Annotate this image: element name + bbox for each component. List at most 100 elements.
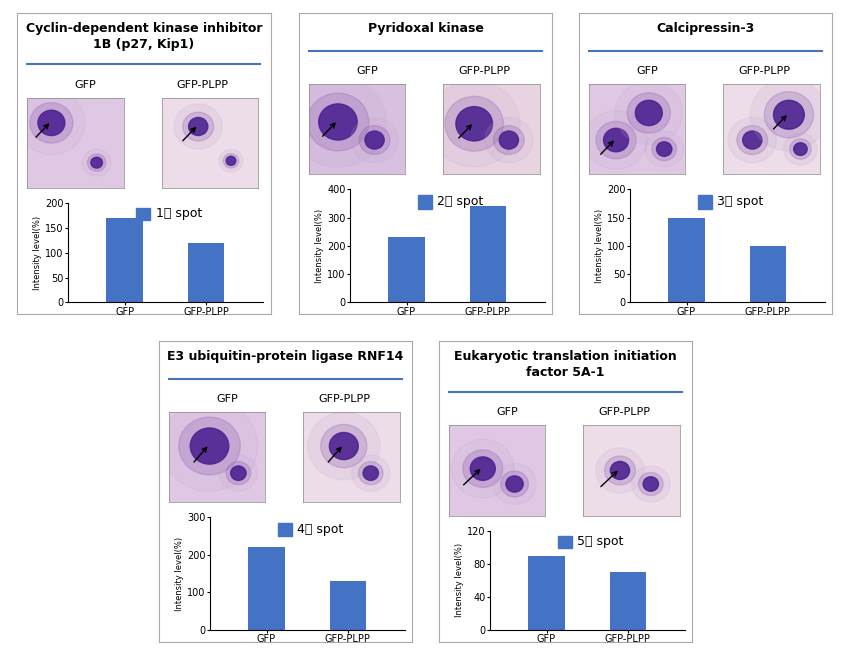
Text: GFP: GFP [216, 394, 238, 404]
Circle shape [174, 104, 222, 149]
Circle shape [484, 117, 533, 163]
Circle shape [493, 126, 524, 154]
Bar [107, 218, 143, 303]
Y-axis label: Intensity level(%): Intensity level(%) [175, 537, 184, 610]
Circle shape [231, 466, 246, 481]
Circle shape [226, 461, 251, 485]
Text: 4번 spot: 4번 spot [297, 523, 344, 536]
Circle shape [289, 77, 386, 167]
Bar [698, 195, 711, 209]
Circle shape [350, 117, 399, 163]
Bar [418, 195, 431, 209]
Bar [188, 243, 224, 303]
Text: 5번 spot: 5번 spot [577, 535, 624, 548]
Text: 3번 spot: 3번 spot [717, 195, 764, 209]
Circle shape [219, 455, 258, 491]
Bar [750, 246, 786, 303]
Bar [248, 547, 285, 630]
Circle shape [308, 93, 369, 151]
Y-axis label: Intensity level(%): Intensity level(%) [455, 544, 464, 618]
Circle shape [605, 456, 636, 485]
Text: Calcipressin-3: Calcipressin-3 [656, 23, 755, 35]
Circle shape [627, 93, 670, 133]
Circle shape [329, 432, 358, 459]
Circle shape [38, 111, 65, 136]
Bar [137, 208, 149, 220]
Text: E3 ubiquitin-protein ligase RNF14: E3 ubiquitin-protein ligase RNF14 [168, 350, 404, 363]
Text: Pyridoxal kinase: Pyridoxal kinase [368, 23, 484, 35]
Circle shape [743, 131, 762, 149]
Circle shape [615, 81, 683, 144]
Text: 1번 spot: 1번 spot [155, 207, 202, 220]
Circle shape [596, 121, 637, 159]
Text: GFP-PLPP: GFP-PLPP [458, 66, 510, 76]
Circle shape [645, 131, 684, 167]
Circle shape [611, 461, 630, 479]
Circle shape [765, 91, 813, 138]
Circle shape [223, 154, 239, 168]
Circle shape [179, 417, 241, 475]
Circle shape [728, 117, 777, 163]
Circle shape [789, 139, 811, 159]
Bar [330, 581, 366, 630]
Circle shape [365, 131, 384, 149]
Bar [388, 238, 425, 303]
Circle shape [190, 428, 228, 464]
Circle shape [643, 477, 659, 491]
Circle shape [604, 128, 629, 152]
Circle shape [783, 133, 817, 165]
Circle shape [189, 117, 208, 136]
Circle shape [30, 103, 73, 143]
Circle shape [18, 91, 85, 154]
Circle shape [319, 104, 357, 140]
Bar [528, 555, 565, 630]
Text: GFP-PLPP: GFP-PLPP [738, 66, 790, 76]
Circle shape [219, 150, 243, 172]
Circle shape [183, 112, 214, 141]
Circle shape [456, 107, 492, 141]
Circle shape [773, 100, 804, 129]
Y-axis label: Intensity level(%): Intensity level(%) [595, 209, 604, 283]
Circle shape [226, 156, 235, 166]
Circle shape [351, 455, 390, 491]
Circle shape [794, 143, 807, 156]
Circle shape [501, 471, 528, 497]
Circle shape [358, 461, 383, 485]
Circle shape [638, 473, 663, 496]
Circle shape [161, 401, 258, 491]
Bar [668, 218, 705, 303]
Circle shape [429, 81, 520, 167]
Circle shape [82, 149, 111, 176]
Circle shape [88, 154, 106, 171]
Text: GFP: GFP [75, 79, 96, 89]
Circle shape [308, 412, 380, 480]
Text: GFP-PLPP: GFP-PLPP [318, 394, 370, 404]
Text: 2번 spot: 2번 spot [437, 195, 484, 209]
Circle shape [359, 126, 390, 154]
Circle shape [656, 142, 672, 156]
Circle shape [506, 476, 523, 492]
Circle shape [363, 466, 379, 481]
Y-axis label: Intensity level(%): Intensity level(%) [34, 216, 42, 290]
Text: GFP: GFP [637, 66, 658, 76]
Bar [278, 523, 291, 536]
Circle shape [585, 111, 648, 169]
Y-axis label: Intensity level(%): Intensity level(%) [315, 209, 324, 283]
Bar [470, 207, 506, 303]
Circle shape [493, 463, 536, 504]
Circle shape [463, 450, 503, 487]
Circle shape [596, 448, 644, 493]
Circle shape [751, 79, 827, 151]
Text: GFP-PLPP: GFP-PLPP [176, 79, 228, 89]
Circle shape [636, 100, 662, 126]
Circle shape [499, 131, 519, 149]
Circle shape [320, 424, 367, 468]
Text: Eukaryotic translation initiation
factor 5A-1: Eukaryotic translation initiation factor… [454, 350, 677, 379]
Text: GFP: GFP [356, 66, 378, 76]
Circle shape [445, 96, 503, 151]
Text: GFP: GFP [497, 407, 518, 417]
Circle shape [631, 466, 670, 502]
Text: Cyclin-dependent kinase inhibitor
1B (p27, Kip1): Cyclin-dependent kinase inhibitor 1B (p2… [26, 23, 262, 51]
Bar [558, 536, 571, 547]
Circle shape [452, 440, 514, 498]
